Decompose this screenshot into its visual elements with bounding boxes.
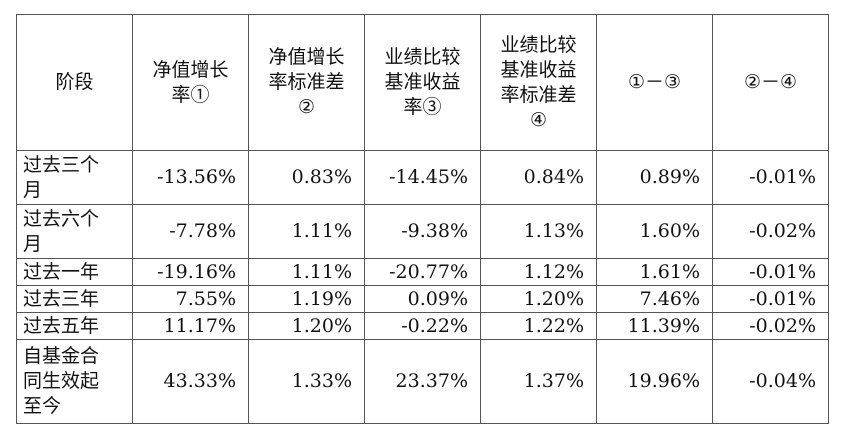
cell-benchmark-std: 0.84%: [480, 150, 597, 205]
stage-label: 过去三个 月: [23, 153, 100, 201]
table-row: 过去三个 月 -13.56% 0.83% -14.45% 0.84% 0.89% -0.01…: [16, 150, 829, 205]
performance-table: 阶段 净值增长 率① 净值增长 率标准差 ② 业绩比较 基准收益 率③ 业绩比较…: [16, 14, 829, 424]
cell-nav-growth-std: 1.19%: [248, 285, 365, 313]
header-benchmark-std: 业绩比较 基准收益 率标准差 ④: [480, 14, 597, 151]
header-nav-growth-std: 净值增长 率标准差 ②: [248, 14, 365, 151]
header-benchmark-return: 业绩比较 基准收益 率③: [364, 14, 481, 151]
cell-diff-1-3: 19.96%: [596, 339, 713, 424]
cell-benchmark-std: 1.37%: [480, 339, 597, 424]
cell-stage: 过去三个 月: [16, 150, 133, 205]
cell-stage: 过去一年: [16, 258, 133, 286]
cell-benchmark-return: -9.38%: [364, 204, 481, 259]
header-diff-1-3: ①－③: [596, 14, 713, 151]
stage-label: 过去一年: [23, 260, 100, 283]
cell-stage: 自基金合 同生效起 至今: [16, 339, 133, 424]
cell-diff-2-4: -0.04%: [712, 339, 829, 424]
table-row: 过去三年 7.55% 1.19% 0.09% 1.20% 7.46% -0.01%: [16, 285, 829, 313]
cell-nav-growth-rate: 11.17%: [132, 312, 249, 340]
table-row: 自基金合 同生效起 至今 43.33% 1.33% 23.37% 1.37% 19.96%…: [16, 339, 829, 424]
cell-diff-1-3: 1.61%: [596, 258, 713, 286]
cell-stage: 过去五年: [16, 312, 133, 340]
stage-label: 过去五年: [23, 314, 100, 337]
cell-benchmark-return: 0.09%: [364, 285, 481, 313]
cell-diff-2-4: -0.01%: [712, 285, 829, 313]
cell-diff-2-4: -0.01%: [712, 150, 829, 205]
cell-stage: 过去六个 月: [16, 204, 133, 259]
cell-benchmark-std: 1.13%: [480, 204, 597, 259]
cell-benchmark-std: 1.12%: [480, 258, 597, 286]
stage-label: 过去六个 月: [23, 207, 100, 255]
header-nav-growth-rate: 净值增长 率①: [132, 14, 249, 151]
table-header-row: 阶段 净值增长 率① 净值增长 率标准差 ② 业绩比较 基准收益 率③ 业绩比较…: [16, 14, 829, 151]
header-diff-2-4: ②－④: [712, 14, 829, 151]
stage-label: 自基金合 同生效起 至今: [23, 345, 100, 417]
cell-diff-2-4: -0.01%: [712, 258, 829, 286]
cell-nav-growth-std: 1.11%: [248, 258, 365, 286]
cell-nav-growth-std: 0.83%: [248, 150, 365, 205]
cell-nav-growth-rate: -19.16%: [132, 258, 249, 286]
cell-diff-1-3: 7.46%: [596, 285, 713, 313]
table-row: 过去六个 月 -7.78% 1.11% -9.38% 1.13% 1.60% -0.02%: [16, 204, 829, 259]
table-row: 过去五年 11.17% 1.20% -0.22% 1.22% 11.39% -0.02%: [16, 312, 829, 340]
cell-diff-2-4: -0.02%: [712, 312, 829, 340]
cell-benchmark-return: -14.45%: [364, 150, 481, 205]
cell-diff-1-3: 0.89%: [596, 150, 713, 205]
cell-nav-growth-rate: 7.55%: [132, 285, 249, 313]
cell-stage: 过去三年: [16, 285, 133, 313]
header-stage: 阶段: [16, 14, 133, 151]
table-body: 过去三个 月 -13.56% 0.83% -14.45% 0.84% 0.89% -0.01…: [16, 150, 829, 424]
cell-diff-2-4: -0.02%: [712, 204, 829, 259]
cell-nav-growth-std: 1.33%: [248, 339, 365, 424]
stage-label: 过去三年: [23, 287, 100, 310]
cell-benchmark-return: -20.77%: [364, 258, 481, 286]
cell-nav-growth-std: 1.20%: [248, 312, 365, 340]
cell-benchmark-std: 1.20%: [480, 285, 597, 313]
cell-benchmark-return: -0.22%: [364, 312, 481, 340]
cell-nav-growth-std: 1.11%: [248, 204, 365, 259]
cell-nav-growth-rate: 43.33%: [132, 339, 249, 424]
table-row: 过去一年 -19.16% 1.11% -20.77% 1.12% 1.61% -0.01%: [16, 258, 829, 286]
cell-nav-growth-rate: -7.78%: [132, 204, 249, 259]
cell-diff-1-3: 1.60%: [596, 204, 713, 259]
cell-diff-1-3: 11.39%: [596, 312, 713, 340]
cell-nav-growth-rate: -13.56%: [132, 150, 249, 205]
cell-benchmark-return: 23.37%: [364, 339, 481, 424]
cell-benchmark-std: 1.22%: [480, 312, 597, 340]
